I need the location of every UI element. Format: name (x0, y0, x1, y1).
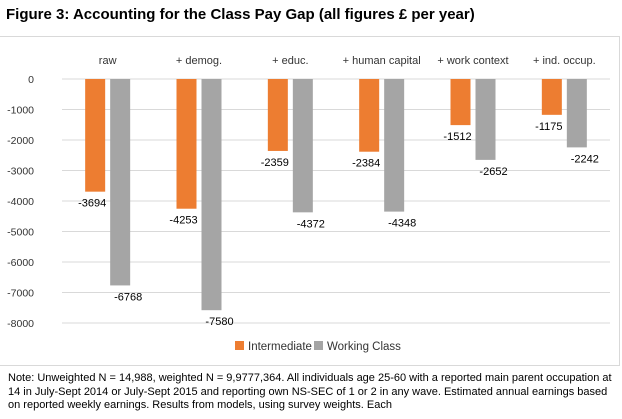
bar-working-class (566, 79, 587, 148)
y-tick-label: -7000 (7, 288, 34, 300)
bar-chart: 0 -1000 -2000 -3000 -4000 -5000 -6000 -7000 -800… (7, 55, 610, 353)
data-label: -3694 (78, 198, 106, 210)
legend-swatch-intermediate (235, 341, 244, 350)
data-label: -2652 (479, 166, 507, 178)
category-label: + work context (437, 55, 508, 67)
bars (85, 79, 587, 311)
category-label: + demog. (176, 55, 222, 67)
y-tick-label: -3000 (7, 166, 34, 178)
data-labels: -3694 -6768 -4253 -7580 -2359 -4372 -2384 -4348… (78, 121, 599, 328)
y-tick-label: -2000 (7, 135, 34, 147)
bar-intermediate (85, 79, 106, 192)
data-label: -4372 (297, 218, 325, 230)
legend: Intermediate Working Class (235, 341, 401, 353)
legend-swatch-working-class (314, 341, 323, 350)
data-label: -4348 (388, 218, 416, 230)
data-label: -1512 (443, 131, 471, 143)
y-tick-label: -5000 (7, 227, 34, 239)
legend-label-intermediate: Intermediate (248, 341, 312, 353)
bar-working-class (384, 79, 405, 212)
data-label: -4253 (169, 215, 197, 227)
category-label: + human capital (343, 55, 421, 67)
category-label: raw (99, 55, 117, 67)
y-tick-label: -6000 (7, 257, 34, 269)
data-label: -2384 (352, 158, 380, 170)
bar-working-class (110, 79, 131, 286)
category-label: + ind. occup. (533, 55, 596, 67)
data-label: -7580 (205, 316, 233, 328)
y-tick-label: -4000 (7, 196, 34, 208)
bar-intermediate (541, 79, 562, 115)
bar-intermediate (450, 79, 471, 126)
data-label: -1175 (535, 121, 562, 133)
legend-label-working-class: Working Class (327, 341, 401, 353)
figure-note: Note: Unweighted N = 14,988, weighted N … (8, 372, 612, 411)
gridlines (62, 78, 610, 324)
category-label: + educ. (272, 55, 308, 67)
bar-intermediate (176, 79, 197, 209)
bar-intermediate (267, 79, 288, 151)
data-label: -2242 (571, 153, 599, 165)
y-tick-label: -1000 (7, 105, 34, 117)
bar-working-class (201, 79, 222, 311)
figure-title: Figure 3: Accounting for the Class Pay G… (6, 6, 475, 23)
y-tick-label: -8000 (7, 318, 34, 330)
category-labels: raw + demog. + educ. + human capital + work … (99, 55, 596, 67)
y-tick-label: 0 (28, 74, 34, 86)
bar-intermediate (359, 79, 380, 152)
y-axis-ticks: 0 -1000 -2000 -3000 -4000 -5000 -6000 -7000 -800… (7, 74, 34, 330)
data-label: -2359 (261, 157, 289, 169)
bar-working-class (475, 79, 496, 160)
data-label: -6768 (114, 291, 142, 303)
bar-working-class (292, 79, 313, 213)
chart-area: 0 -1000 -2000 -3000 -4000 -5000 -6000 -7000 -800… (0, 36, 620, 366)
